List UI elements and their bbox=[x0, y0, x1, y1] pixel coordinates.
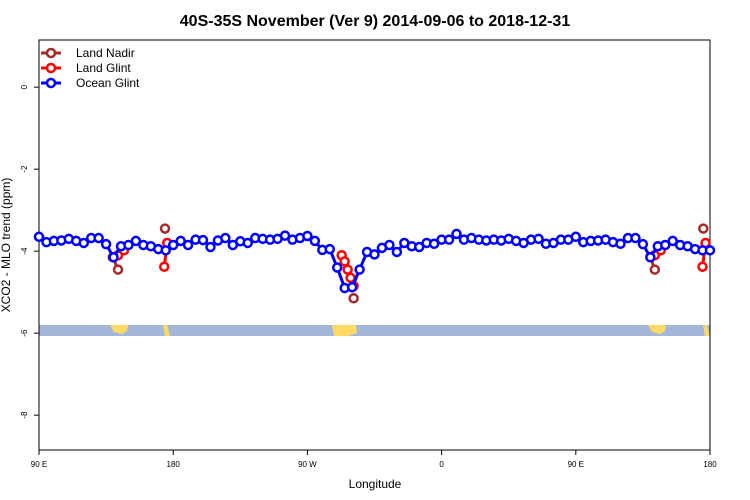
y-tick-label: -4 bbox=[20, 247, 29, 255]
data-point bbox=[309, 235, 321, 247]
data-point bbox=[167, 239, 179, 251]
data-point bbox=[704, 245, 716, 256]
x-tick-label: 0 bbox=[439, 460, 444, 469]
y-tick-label: -6 bbox=[20, 329, 29, 337]
data-point bbox=[108, 252, 119, 263]
data-point bbox=[533, 233, 544, 245]
data-point bbox=[384, 239, 395, 251]
land-shape bbox=[163, 325, 170, 336]
data-point bbox=[615, 238, 626, 250]
data-point bbox=[660, 239, 671, 251]
x-tick-label: 90 W bbox=[298, 460, 317, 469]
data-point bbox=[697, 261, 708, 272]
data-point bbox=[346, 281, 358, 293]
data-point bbox=[413, 241, 425, 253]
data-point bbox=[123, 239, 134, 251]
legend-label: Ocean Glint bbox=[76, 76, 140, 90]
data-point bbox=[175, 235, 186, 247]
land-shape bbox=[703, 325, 710, 336]
data-point bbox=[331, 262, 343, 273]
data-point bbox=[342, 264, 353, 275]
data-point bbox=[443, 234, 455, 245]
data-point bbox=[159, 223, 171, 234]
x-tick-label: 180 bbox=[703, 460, 717, 469]
chart-title: 40S-35S November (Ver 9) 2014-09-06 to 2… bbox=[180, 13, 571, 30]
data-point bbox=[645, 252, 656, 263]
data-point bbox=[302, 230, 313, 242]
ocean-band bbox=[39, 325, 710, 336]
data-point bbox=[78, 237, 89, 249]
y-tick-label: -8 bbox=[20, 411, 29, 419]
data-point bbox=[369, 249, 380, 260]
data-point bbox=[348, 293, 359, 304]
legend-marker bbox=[45, 77, 57, 89]
data-point bbox=[637, 238, 649, 250]
data-point bbox=[354, 264, 365, 275]
y-tick-label: 0 bbox=[20, 84, 29, 89]
data-point bbox=[667, 235, 678, 247]
x-tick-label: 180 bbox=[167, 460, 181, 469]
data-point bbox=[428, 238, 440, 250]
x-axis-label: Longitude bbox=[349, 477, 402, 491]
map-band bbox=[39, 325, 710, 336]
y-tick-label: -2 bbox=[20, 165, 29, 173]
data-point bbox=[130, 235, 142, 247]
data-point bbox=[100, 238, 112, 250]
data-point bbox=[339, 256, 350, 267]
legend-marker bbox=[45, 62, 57, 74]
data-point bbox=[112, 264, 124, 275]
y-axis-label: XCO2 - MLO trend (ppm) bbox=[0, 178, 13, 313]
data-point bbox=[324, 243, 336, 255]
land-shape bbox=[332, 325, 357, 336]
data-point bbox=[649, 264, 661, 275]
legend-label: Land Glint bbox=[76, 61, 131, 75]
data-point bbox=[570, 231, 582, 243]
data-point bbox=[205, 241, 216, 253]
data-point bbox=[242, 237, 254, 249]
data-point bbox=[182, 239, 194, 251]
legend-marker bbox=[45, 47, 57, 59]
data-point bbox=[451, 228, 462, 240]
land-shape bbox=[110, 325, 128, 334]
data-point bbox=[93, 232, 104, 244]
data-point bbox=[159, 261, 170, 272]
data-point bbox=[391, 246, 403, 258]
land-shape bbox=[648, 325, 666, 334]
x-tick-label: 90 E bbox=[568, 460, 584, 469]
data-point bbox=[698, 223, 709, 234]
data-point bbox=[630, 232, 641, 244]
data-point bbox=[220, 232, 231, 244]
x-tick-label: 90 E bbox=[31, 460, 47, 469]
data-point bbox=[279, 230, 291, 241]
data-point bbox=[197, 234, 209, 246]
data-point bbox=[160, 245, 171, 256]
legend-label: Land Nadir bbox=[76, 46, 135, 60]
data-point bbox=[33, 231, 45, 243]
